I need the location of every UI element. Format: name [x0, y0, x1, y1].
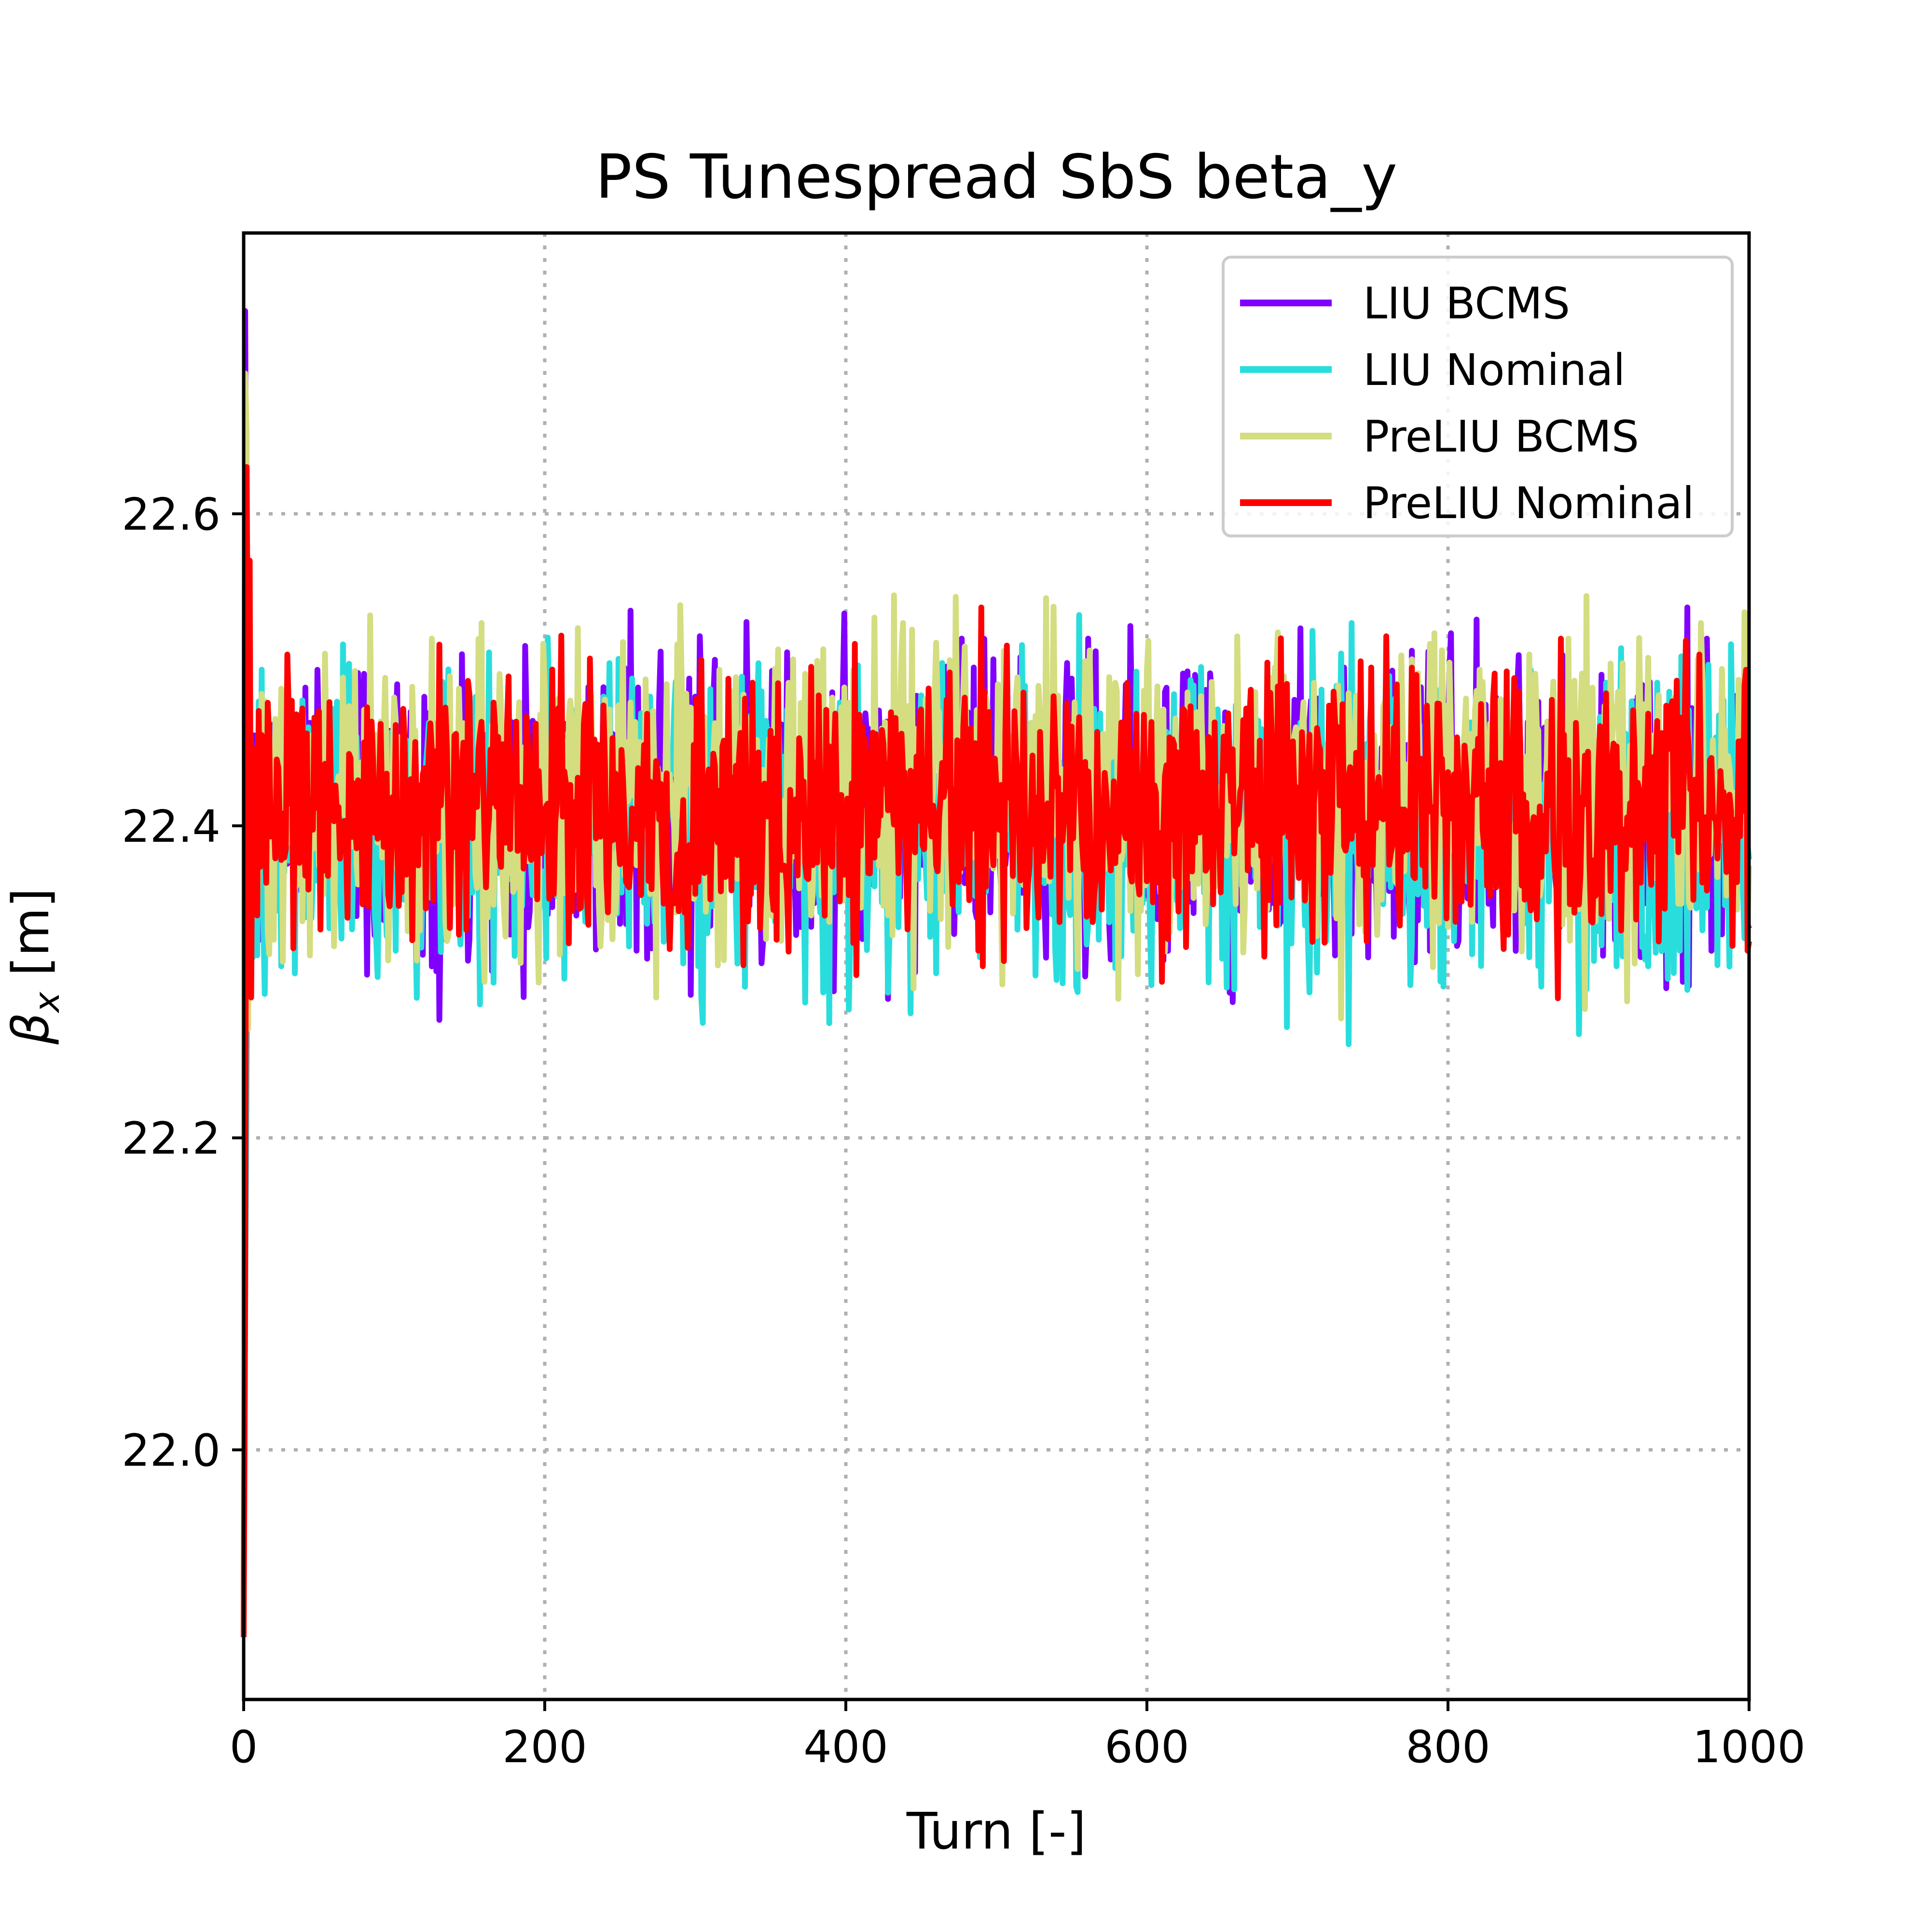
y-axis-symbol: β	[1, 1013, 60, 1045]
x-tick-label: 800	[1406, 1721, 1490, 1773]
y-tick-label: 22.0	[122, 1425, 221, 1477]
axis-ticks: 0 200 400 600 800 1000 22.0 22.2 22.4 22.6	[122, 489, 1806, 1773]
y-tick-label: 22.4	[122, 801, 221, 852]
x-tick-label: 600	[1104, 1721, 1189, 1773]
legend: LIU BCMS LIU Nominal PreLIU BCMS PreLIU Nom…	[1222, 256, 1734, 537]
y-axis-label: βx [m]	[1, 888, 67, 1045]
x-tick-label: 400	[803, 1721, 888, 1773]
x-tick-label: 200	[502, 1721, 587, 1773]
y-axis-unit: [m]	[1, 888, 60, 992]
plot-series	[241, 308, 1752, 1637]
y-tick-label: 22.6	[122, 489, 221, 540]
y-axis-subscript: x	[27, 991, 67, 1014]
legend-label: PreLIU Nominal	[1363, 478, 1695, 529]
series-line-3	[241, 464, 1752, 1637]
legend-label: PreLIU BCMS	[1363, 411, 1639, 462]
x-axis-label: Turn [-]	[906, 1802, 1086, 1861]
legend-label: LIU Nominal	[1363, 345, 1625, 396]
plot-frame	[242, 231, 1751, 1701]
y-tick-label: 22.2	[122, 1113, 221, 1165]
x-tick-label: 0	[230, 1721, 258, 1773]
chart-title: PS Tunespread SbS beta_y	[595, 141, 1397, 212]
legend-label: LIU BCMS	[1363, 278, 1570, 329]
legend-box	[1222, 256, 1734, 537]
x-tick-label: 1000	[1693, 1721, 1806, 1773]
